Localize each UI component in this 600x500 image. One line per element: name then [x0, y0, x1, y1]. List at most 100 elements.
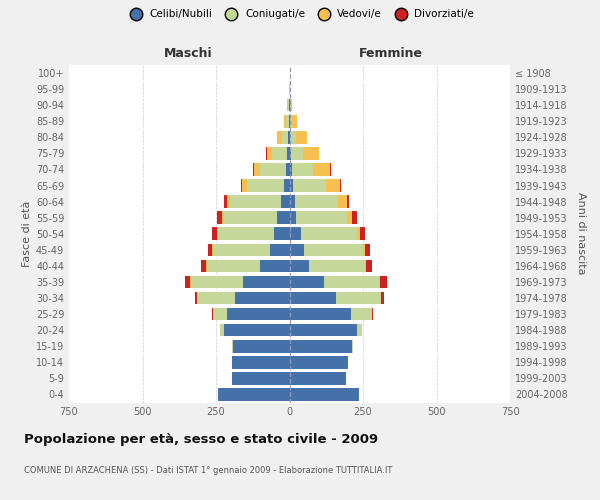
Bar [232, 356, 290, 368]
Bar [287, 99, 288, 112]
Bar [290, 244, 304, 256]
Bar [289, 115, 290, 128]
Bar [213, 244, 269, 256]
Bar [286, 115, 289, 128]
Bar [363, 244, 365, 256]
Bar [356, 324, 362, 336]
Bar [266, 147, 272, 160]
Bar [287, 147, 290, 160]
Bar [230, 196, 281, 208]
Bar [290, 163, 292, 175]
Bar [293, 180, 326, 192]
Bar [185, 276, 190, 288]
Bar [224, 212, 277, 224]
Bar [291, 147, 304, 160]
Bar [243, 276, 290, 288]
Bar [224, 324, 290, 336]
Bar [217, 228, 218, 240]
Bar [290, 308, 350, 320]
Bar [296, 131, 307, 143]
Bar [290, 99, 292, 112]
Bar [284, 180, 290, 192]
Bar [277, 131, 281, 143]
Bar [290, 388, 359, 400]
Bar [365, 244, 370, 256]
Bar [191, 276, 243, 288]
Bar [292, 115, 297, 128]
Bar [290, 372, 346, 384]
Bar [290, 292, 336, 304]
Bar [201, 260, 206, 272]
Bar [313, 163, 330, 175]
Bar [290, 324, 356, 336]
Bar [227, 308, 290, 320]
Bar [292, 163, 313, 175]
Bar [221, 212, 224, 224]
Bar [290, 131, 296, 143]
Text: Maschi: Maschi [164, 47, 212, 60]
Y-axis label: Anni di nascita: Anni di nascita [576, 192, 586, 275]
Bar [352, 340, 353, 352]
Bar [347, 212, 352, 224]
Bar [361, 228, 365, 240]
Bar [347, 196, 349, 208]
Bar [232, 372, 290, 384]
Bar [284, 115, 286, 128]
Bar [269, 244, 290, 256]
Bar [290, 147, 291, 160]
Text: COMUNE DI ARZACHENA (SS) - Dati ISTAT 1° gennaio 2009 - Elaborazione TUTTITALIA.: COMUNE DI ARZACHENA (SS) - Dati ISTAT 1°… [24, 466, 392, 475]
Bar [241, 180, 242, 192]
Bar [290, 180, 293, 192]
Bar [286, 163, 290, 175]
Bar [290, 228, 301, 240]
Bar [260, 260, 290, 272]
Bar [366, 260, 371, 272]
Bar [213, 308, 227, 320]
Bar [274, 228, 290, 240]
Bar [212, 244, 213, 256]
Bar [253, 163, 254, 175]
Bar [260, 163, 286, 175]
Bar [233, 340, 290, 352]
Bar [380, 276, 387, 288]
Bar [247, 180, 284, 192]
Bar [310, 260, 365, 272]
Bar [290, 212, 296, 224]
Bar [290, 340, 352, 352]
Bar [350, 308, 372, 320]
Bar [352, 212, 357, 224]
Bar [340, 180, 341, 192]
Bar [218, 388, 290, 400]
Bar [277, 212, 290, 224]
Bar [338, 196, 347, 208]
Legend: Celibi/Nubili, Coniugati/e, Vedovi/e, Divorziati/e: Celibi/Nubili, Coniugati/e, Vedovi/e, Di… [122, 5, 478, 24]
Bar [330, 163, 331, 175]
Bar [295, 196, 338, 208]
Bar [301, 228, 357, 240]
Bar [281, 131, 288, 143]
Bar [220, 324, 224, 336]
Bar [212, 228, 217, 240]
Bar [290, 196, 295, 208]
Bar [281, 196, 290, 208]
Bar [227, 196, 230, 208]
Text: Femmine: Femmine [359, 47, 423, 60]
Bar [254, 163, 260, 175]
Bar [381, 292, 384, 304]
Bar [196, 292, 197, 304]
Bar [304, 147, 319, 160]
Bar [290, 356, 348, 368]
Bar [288, 99, 289, 112]
Bar [197, 292, 235, 304]
Bar [326, 180, 340, 192]
Bar [336, 292, 380, 304]
Bar [304, 244, 363, 256]
Bar [357, 228, 361, 240]
Bar [365, 260, 366, 272]
Bar [324, 276, 379, 288]
Bar [290, 260, 310, 272]
Bar [232, 340, 233, 352]
Bar [206, 260, 260, 272]
Bar [218, 228, 274, 240]
Bar [288, 131, 290, 143]
